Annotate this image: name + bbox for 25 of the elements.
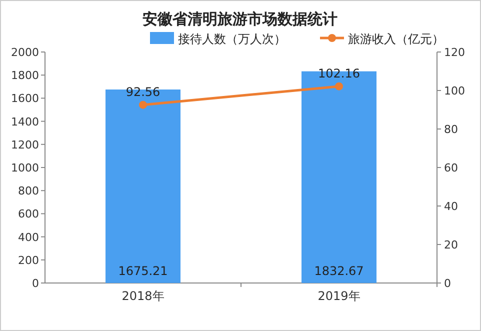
y-tick-label: 2000 (11, 46, 39, 59)
y2-tick-label: 100 (444, 84, 465, 98)
chart-title: 安徽省清明旅游市场数据统计 (142, 10, 338, 28)
y2-tick-label: 80 (444, 123, 458, 136)
y-tick-label: 1400 (11, 115, 39, 128)
y-tick-label: 200 (18, 254, 39, 267)
y-tick-label: 1000 (11, 162, 39, 174)
y2-tick-label: 0 (444, 277, 451, 290)
y-tick-label: 1200 (11, 138, 39, 152)
y2-tick-label: 120 (444, 46, 465, 59)
legend-label: 旅游收入（亿元） (348, 32, 444, 46)
y-tick-label: 1600 (11, 92, 39, 106)
y-tick-label: 1800 (11, 69, 39, 82)
y2-tick-label: 20 (444, 238, 458, 252)
y-tick-label: 800 (18, 184, 39, 198)
y-tick-label: 0 (32, 277, 39, 290)
y2-tick-label: 60 (444, 162, 458, 174)
y-tick-label: 400 (18, 230, 39, 244)
x-tick-label: 2018年 (122, 289, 164, 303)
y-tick-label: 600 (18, 208, 39, 221)
data-label: 1832.67 (314, 264, 364, 278)
data-label: 1675.21 (118, 264, 168, 278)
x-tick-label: 2019年 (318, 289, 360, 303)
y2-tick-label: 40 (444, 200, 458, 213)
legend-label: 接待人数（万人次） (178, 32, 286, 46)
